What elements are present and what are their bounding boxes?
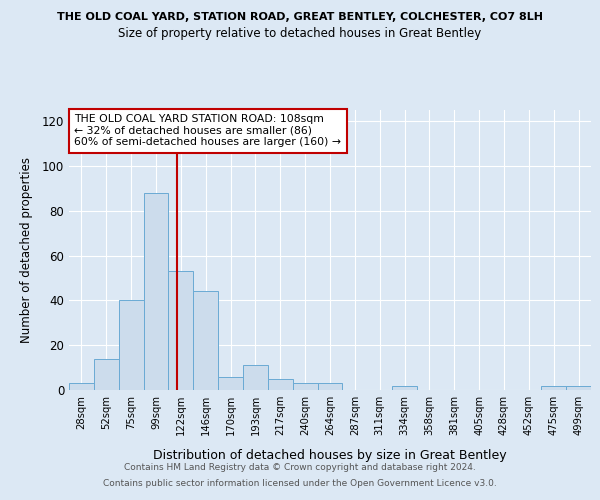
Bar xyxy=(143,193,169,390)
Bar xyxy=(566,386,591,390)
X-axis label: Distribution of detached houses by size in Great Bentley: Distribution of detached houses by size … xyxy=(153,449,507,462)
Bar xyxy=(193,292,218,390)
Bar xyxy=(243,366,268,390)
Bar xyxy=(392,386,417,390)
Bar xyxy=(541,386,566,390)
Bar xyxy=(317,384,343,390)
Text: THE OLD COAL YARD, STATION ROAD, GREAT BENTLEY, COLCHESTER, CO7 8LH: THE OLD COAL YARD, STATION ROAD, GREAT B… xyxy=(57,12,543,22)
Bar xyxy=(169,272,193,390)
Bar xyxy=(94,358,119,390)
Y-axis label: Number of detached properties: Number of detached properties xyxy=(20,157,34,343)
Bar xyxy=(119,300,143,390)
Text: THE OLD COAL YARD STATION ROAD: 108sqm
← 32% of detached houses are smaller (86): THE OLD COAL YARD STATION ROAD: 108sqm ←… xyxy=(74,114,341,148)
Bar xyxy=(69,384,94,390)
Text: Contains HM Land Registry data © Crown copyright and database right 2024.: Contains HM Land Registry data © Crown c… xyxy=(124,464,476,472)
Bar xyxy=(268,379,293,390)
Bar xyxy=(218,376,243,390)
Bar xyxy=(293,384,317,390)
Text: Contains public sector information licensed under the Open Government Licence v3: Contains public sector information licen… xyxy=(103,478,497,488)
Text: Size of property relative to detached houses in Great Bentley: Size of property relative to detached ho… xyxy=(118,28,482,40)
